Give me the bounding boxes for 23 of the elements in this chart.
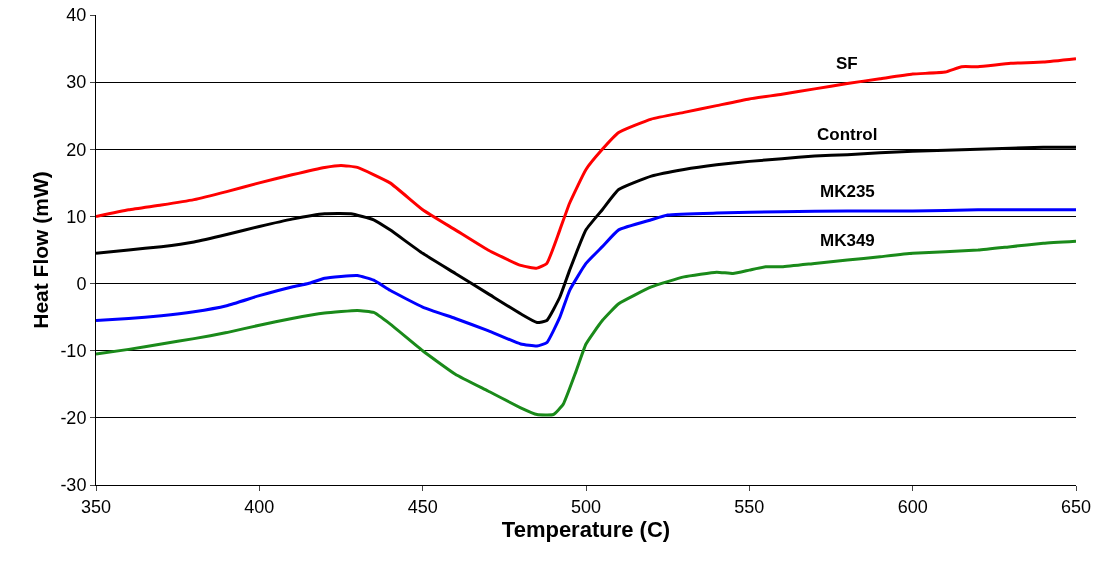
x-tick-label: 400 [244,496,275,517]
series-label: SF [836,54,858,73]
y-tick-label: -10 [60,341,87,362]
y-tick-label: 40 [66,5,87,26]
y-tick-label: 10 [66,206,87,227]
y-tick-label: 0 [76,273,87,294]
x-tick-label: 500 [570,496,602,517]
x-tick-label: 550 [734,496,765,517]
y-tick-label: 30 [66,72,87,93]
line-series [96,208,1076,348]
x-axis-title: Temperature (C) [501,516,671,542]
y-tick-label: 20 [66,139,87,160]
series-label: MK235 [820,182,875,201]
y-tick-label: -20 [60,408,87,429]
x-tick-label: 450 [407,496,438,517]
x-tick-label: 350 [80,496,112,517]
series-label: Control [817,125,878,144]
y-tick-label: -30 [60,475,87,496]
y-axis-title: Heat Flow (mW) [28,171,52,329]
x-tick-label: 650 [1060,496,1092,517]
series-label: MK349 [820,231,875,250]
x-tick-label: 600 [897,496,928,517]
line-series [96,57,1076,270]
